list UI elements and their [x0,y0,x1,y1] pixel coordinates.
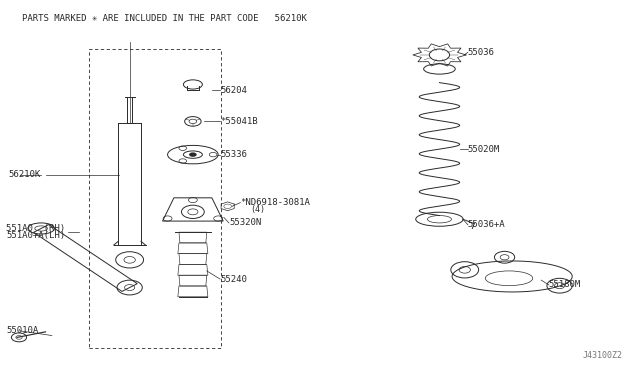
Text: 55180M: 55180M [549,280,581,289]
Text: 55240: 55240 [220,275,247,283]
Text: 56210K: 56210K [9,170,41,179]
Text: (4): (4) [250,205,265,215]
Bar [88,49,221,349]
Text: J43100Z2: J43100Z2 [583,350,623,359]
Text: *ND6918-3081A: *ND6918-3081A [240,198,310,207]
Text: 55020M: 55020M [468,145,500,154]
Text: 55320N: 55320N [229,218,261,227]
Text: 55036+A: 55036+A [468,220,506,229]
Text: 55010A: 55010A [6,326,38,335]
Text: 56204: 56204 [220,86,247,94]
Text: 551A0+A(LH): 551A0+A(LH) [6,231,65,240]
Text: 551A0  (RH): 551A0 (RH) [6,224,65,233]
Circle shape [189,153,196,157]
Text: *55041B: *55041B [220,117,258,126]
Text: PARTS MARKED ✳ ARE INCLUDED IN THE PART CODE   56210K: PARTS MARKED ✳ ARE INCLUDED IN THE PART … [22,14,307,23]
Text: 55036: 55036 [468,48,495,57]
Text: 55336: 55336 [220,150,247,159]
